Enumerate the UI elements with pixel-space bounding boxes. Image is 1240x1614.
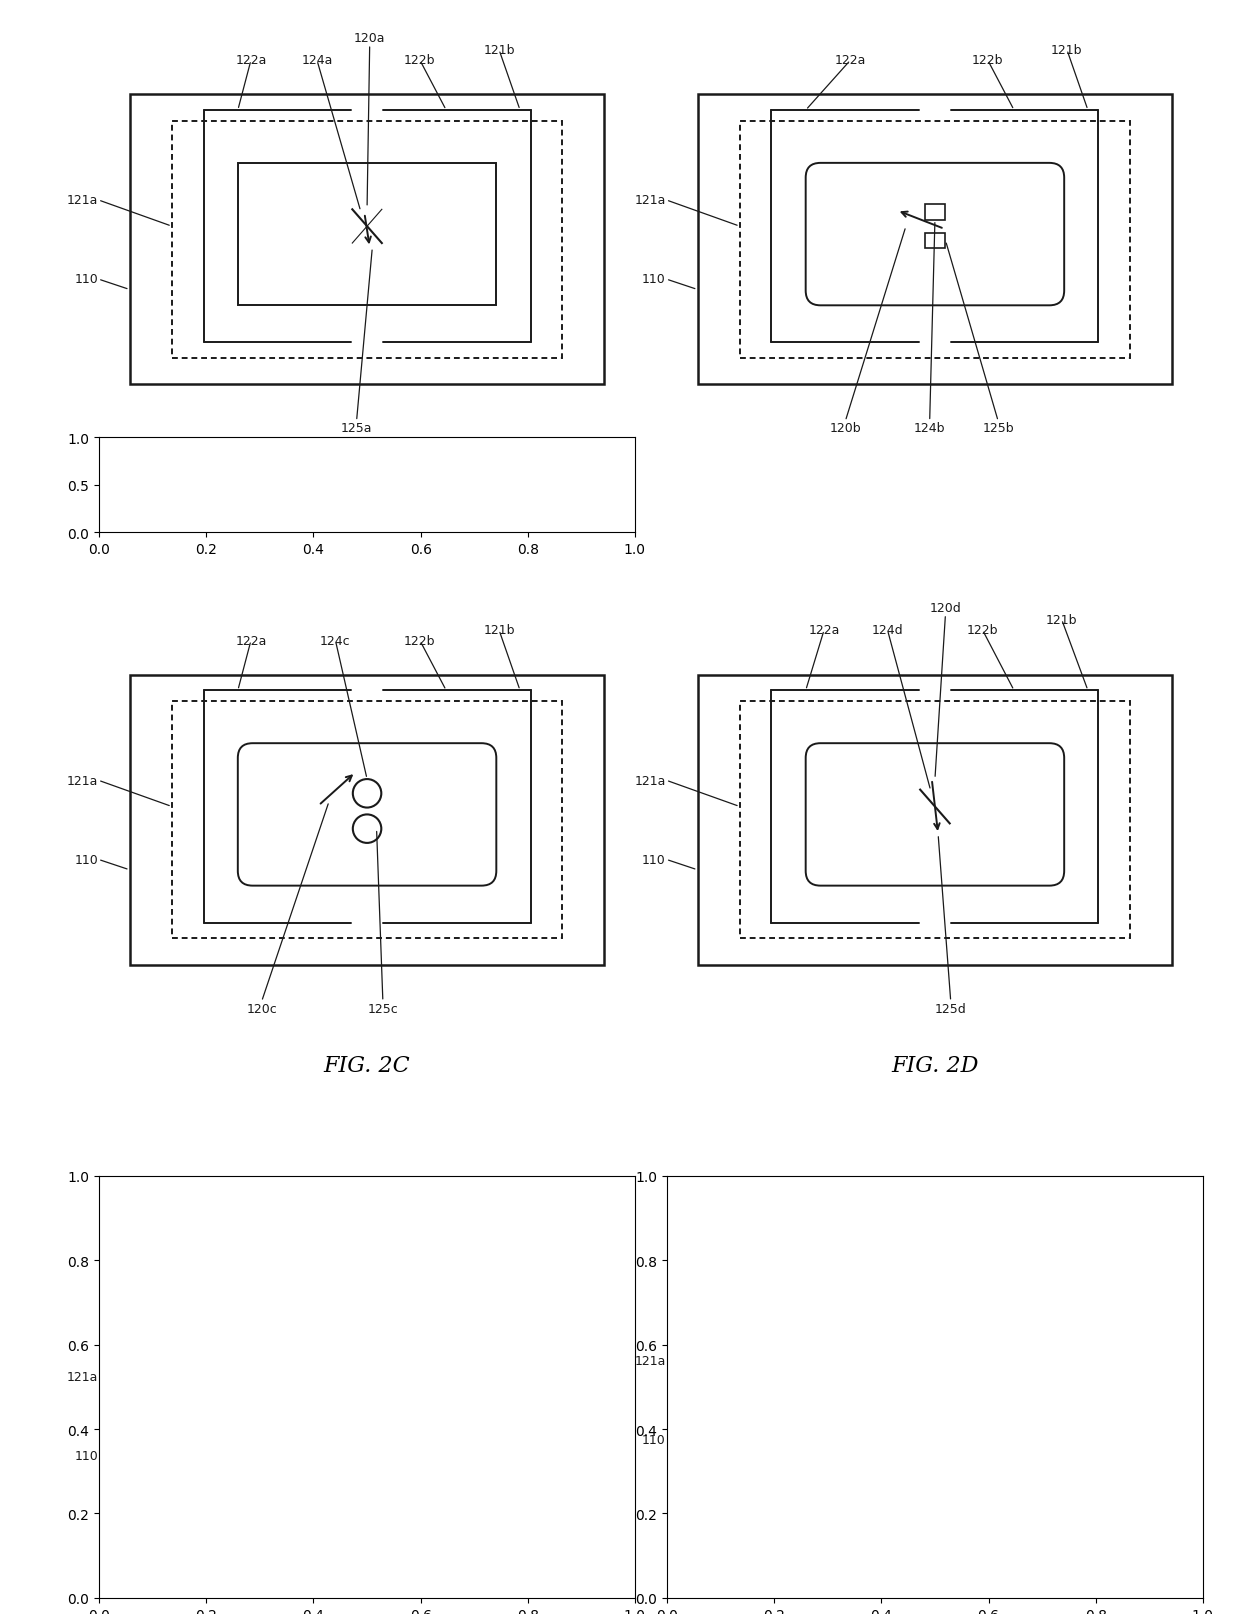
- Bar: [238, 163, 496, 307]
- Text: 125b: 125b: [982, 423, 1014, 436]
- Text: 120c: 120c: [247, 1002, 277, 1015]
- Text: 124a: 124a: [301, 55, 332, 68]
- Text: 124b: 124b: [914, 423, 945, 436]
- Bar: [925, 205, 945, 221]
- Bar: [130, 675, 604, 965]
- Bar: [740, 121, 1130, 358]
- Text: 121b: 121b: [484, 625, 515, 638]
- Text: 125d: 125d: [935, 1002, 967, 1015]
- Text: 121b: 121b: [1052, 44, 1083, 56]
- Text: 110: 110: [642, 1433, 666, 1446]
- Text: FIG. 2C: FIG. 2C: [324, 1054, 410, 1077]
- Text: 120a: 120a: [353, 32, 386, 45]
- Text: 124f: 124f: [889, 1214, 918, 1227]
- Text: 122b: 122b: [967, 625, 998, 638]
- Text: 121b: 121b: [1045, 1204, 1078, 1217]
- Text: 122a: 122a: [236, 634, 267, 647]
- Text: 110: 110: [74, 273, 98, 286]
- Text: 122b: 122b: [404, 634, 435, 647]
- Text: 110: 110: [642, 854, 666, 867]
- Bar: [698, 95, 1172, 386]
- Text: 121a: 121a: [67, 1370, 98, 1383]
- Bar: [925, 234, 945, 249]
- Text: 125c: 125c: [367, 1002, 398, 1015]
- Text: 110: 110: [74, 1449, 98, 1462]
- Text: 122a: 122a: [219, 1214, 250, 1227]
- Bar: [698, 1256, 1172, 1545]
- Bar: [357, 1378, 377, 1394]
- Text: 121b: 121b: [484, 44, 515, 56]
- Text: 121a: 121a: [67, 775, 98, 788]
- FancyBboxPatch shape: [172, 1307, 562, 1493]
- Text: 122a: 122a: [835, 55, 867, 68]
- Bar: [172, 702, 562, 939]
- Text: FIG. 2A: FIG. 2A: [324, 475, 410, 497]
- Text: 121a: 121a: [635, 775, 666, 788]
- Bar: [130, 95, 604, 386]
- Text: 121b: 121b: [1045, 613, 1078, 626]
- Text: 122b: 122b: [967, 1214, 998, 1227]
- Text: 120b: 120b: [830, 423, 861, 436]
- Bar: [357, 1406, 377, 1422]
- FancyBboxPatch shape: [806, 1323, 1064, 1466]
- Text: 120f: 120f: [847, 1582, 875, 1595]
- Text: 110: 110: [74, 854, 98, 867]
- FancyBboxPatch shape: [806, 744, 1064, 886]
- Text: 120e: 120e: [272, 1582, 304, 1595]
- FancyBboxPatch shape: [806, 163, 1064, 307]
- FancyBboxPatch shape: [238, 744, 496, 886]
- Text: 125a: 125a: [341, 423, 372, 436]
- Text: 122b: 122b: [972, 55, 1003, 68]
- Text: 122a: 122a: [808, 625, 839, 638]
- Text: 122b: 122b: [399, 1214, 430, 1227]
- Text: 121a: 121a: [635, 1354, 666, 1367]
- Text: 110: 110: [642, 273, 666, 286]
- Text: 124c: 124c: [320, 634, 351, 647]
- Text: 124e: 124e: [317, 1214, 348, 1227]
- Text: 125e: 125e: [367, 1582, 398, 1595]
- Text: 120d: 120d: [930, 602, 961, 615]
- FancyBboxPatch shape: [229, 1340, 505, 1461]
- Text: 122a: 122a: [236, 55, 267, 68]
- Text: 124d: 124d: [872, 625, 903, 638]
- Text: 121a: 121a: [635, 194, 666, 207]
- Text: 122a: 122a: [808, 1214, 839, 1227]
- Bar: [698, 675, 1172, 965]
- Text: 121a: 121a: [67, 194, 98, 207]
- Bar: [172, 121, 562, 358]
- Bar: [130, 1256, 604, 1545]
- Bar: [740, 1282, 1130, 1519]
- Text: 125f: 125f: [931, 1582, 960, 1595]
- Text: 121b: 121b: [472, 1204, 505, 1217]
- Text: FIG. 2D: FIG. 2D: [892, 1054, 978, 1077]
- Bar: [740, 702, 1130, 939]
- Text: 122b: 122b: [404, 55, 435, 68]
